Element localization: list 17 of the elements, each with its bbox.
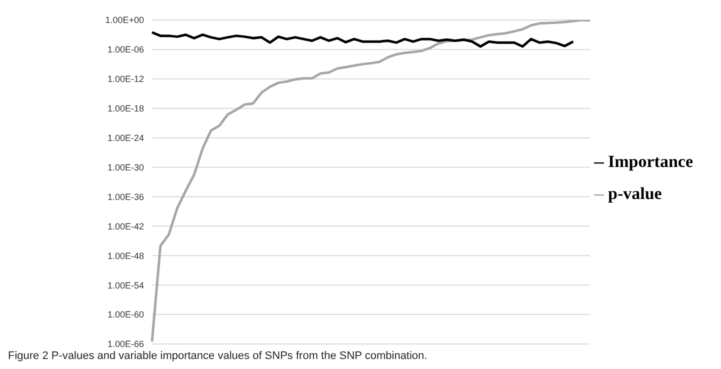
legend-label: Importance [608, 152, 693, 171]
y-tick-label: 1.00E-36 [107, 192, 144, 202]
line-series [150, 31, 574, 48]
y-tick-label: 1.00E-30 [107, 162, 144, 172]
y-tick-label: 1.00E-12 [107, 74, 144, 84]
line-series [150, 20, 592, 343]
y-tick-label: 1.00E-18 [107, 104, 144, 114]
y-tick-label: 1.00E-06 [107, 44, 144, 55]
y-tick-label: 1.00E+00 [105, 15, 144, 26]
y-tick-label: 1.00E-24 [107, 133, 144, 144]
caption: Figure 2 P-values and variable importance values of SNPs from the SNP combination. [8, 350, 428, 362]
y-tick-label: 1.00E-48 [107, 250, 144, 261]
y-tick-label: 1.00E-60 [107, 310, 144, 320]
y-tick-label: 1.00E-42 [107, 221, 144, 232]
legend-label: p-value [608, 184, 662, 203]
y-tick-label: 1.00E-66 [107, 339, 144, 350]
y-tick-label: 1.00E-54 [107, 280, 144, 290]
